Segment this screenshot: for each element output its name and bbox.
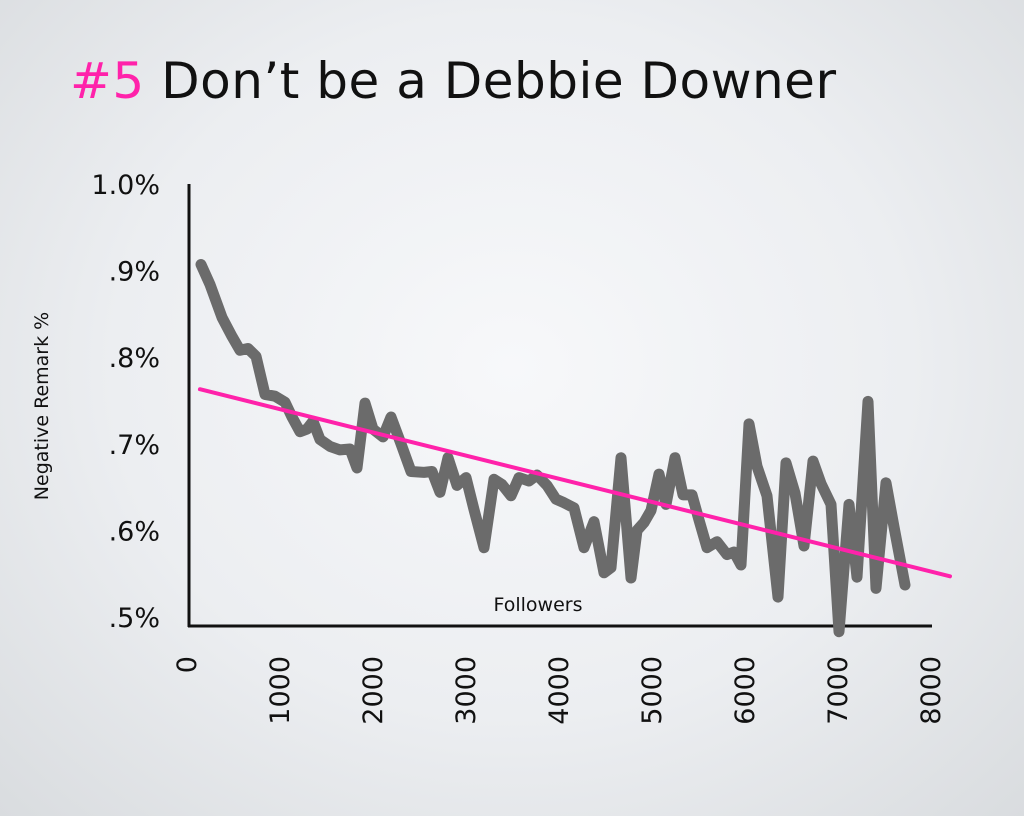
x-tick-label: 0 [172,656,203,673]
y-tick-label: .7% [109,430,160,461]
title-number: #5 [70,52,145,110]
x-tick-label: 3000 [451,656,482,725]
x-axis-label: Followers [494,594,583,616]
y-tick-label: 1.0% [91,170,160,201]
y-axis-label: Negative Remark % [31,312,53,500]
title-text: Don’t be a Debbie Downer [161,52,837,110]
x-tick-labels: 0 1000 2000 3000 4000 5000 6000 7000 8000 [172,656,947,725]
x-tick-label: 8000 [916,656,947,725]
x-tick-label: 4000 [544,656,575,725]
chart-title: #5 Don’t be a Debbie Downer [70,52,837,110]
x-tick-label: 5000 [637,656,668,725]
x-tick-label: 2000 [358,656,389,725]
y-tick-label: .6% [109,516,160,547]
y-tick-label: .5% [109,603,160,634]
trend-line [197,387,952,579]
x-tick-label: 6000 [730,656,761,725]
y-tick-labels: 1.0% .9% .8% .7% .6% .5% [91,170,160,634]
x-tick-label: 1000 [265,656,296,725]
data-series-line [195,259,911,638]
x-tick-label: 7000 [823,656,854,725]
y-tick-label: .8% [109,343,160,374]
y-tick-label: .9% [109,257,160,288]
